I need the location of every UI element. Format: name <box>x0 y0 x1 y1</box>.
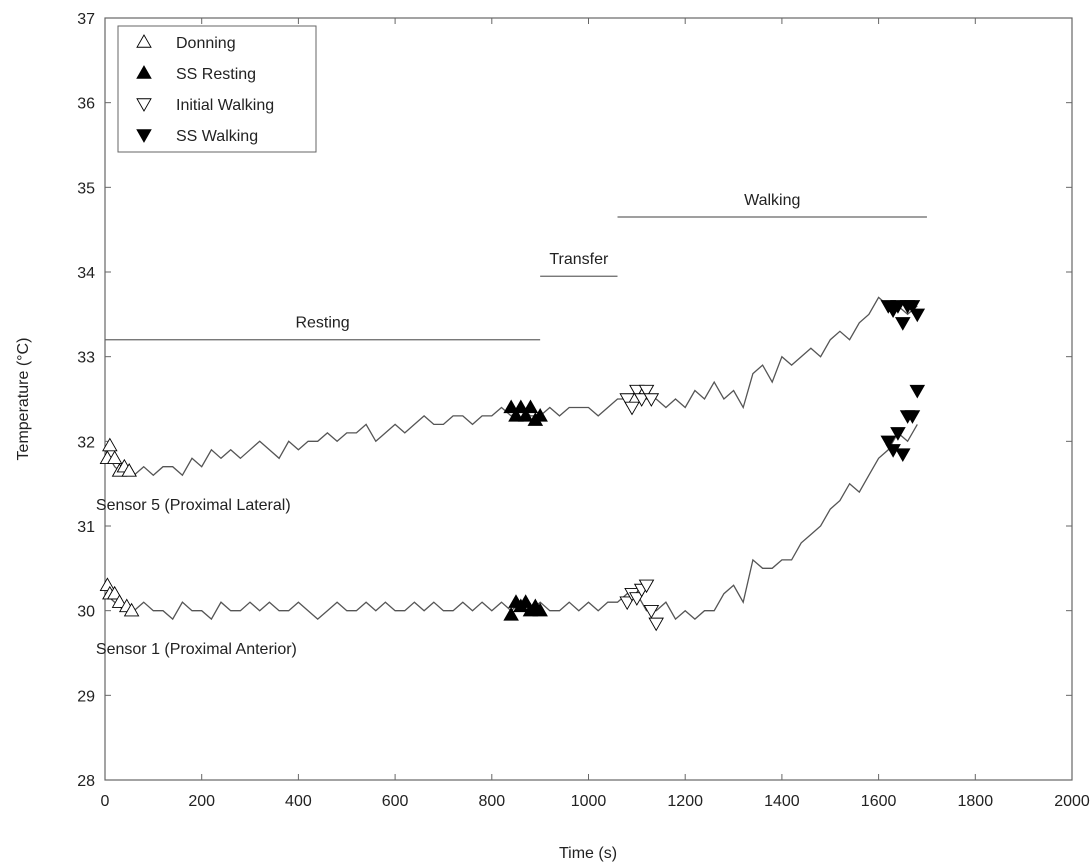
ss-resting-marker <box>517 594 534 608</box>
y-tick-label: 31 <box>77 519 95 536</box>
x-tick-label: 1200 <box>667 793 703 810</box>
x-tick-label: 200 <box>188 793 215 810</box>
ss-resting-marker <box>513 399 529 414</box>
x-axis-label: Time (s) <box>559 845 617 862</box>
ss-walking-marker <box>890 427 906 441</box>
legend-initial-walking-marker <box>136 98 152 112</box>
ss-resting-marker <box>503 606 519 621</box>
ss-walking-marker <box>909 308 926 323</box>
initial-walking-marker <box>638 384 655 399</box>
ss-resting-marker <box>503 399 519 414</box>
x-tick-label: 2000 <box>1054 793 1090 810</box>
initial-walking-marker <box>643 604 660 619</box>
donning-marker <box>123 602 140 617</box>
x-tick-label: 1000 <box>571 793 607 810</box>
x-tick-label: 1400 <box>764 793 800 810</box>
initial-walking-marker <box>629 592 645 606</box>
series-name-label: Sensor 5 (Proximal Lateral) <box>96 497 291 514</box>
ss-resting-marker <box>532 602 548 617</box>
initial-walking-marker <box>638 579 655 594</box>
ss-resting-marker <box>522 399 539 414</box>
ss-resting-marker <box>517 408 534 422</box>
initial-walking-marker <box>633 393 650 407</box>
ss-walking-marker <box>880 435 897 450</box>
ss-walking-marker <box>890 300 906 314</box>
y-tick-label: 37 <box>77 11 95 28</box>
y-tick-label: 29 <box>77 688 95 705</box>
y-tick-label: 28 <box>77 773 95 790</box>
initial-walking-marker <box>619 596 635 611</box>
legend-label: Initial Walking <box>176 97 274 114</box>
y-tick-label: 30 <box>77 604 95 621</box>
ss-walking-marker <box>894 448 911 462</box>
legend-ss-walking-marker <box>136 129 152 143</box>
y-tick-label: 32 <box>77 434 95 451</box>
x-tick-label: 600 <box>382 793 409 810</box>
series-labels: Sensor 5 (Proximal Lateral) Sensor 1 (Pro… <box>96 497 297 658</box>
series-line <box>104 296 918 477</box>
y-tick-label: 34 <box>77 265 95 282</box>
y-axis-label: Temperature (°C) <box>15 338 32 461</box>
ss-walking-marker <box>904 300 921 314</box>
phase-label: Walking <box>744 192 800 209</box>
x-axis: 0 200 400 600 800 1000 1200 1400 1600 1800 2000 <box>101 18 1090 810</box>
donning-marker <box>99 577 116 591</box>
donning-marker <box>121 463 137 477</box>
x-tick-label: 1800 <box>958 793 994 810</box>
y-axis: 28 29 30 31 32 33 34 35 36 37 <box>77 11 1072 790</box>
ss-walking-marker <box>909 384 926 399</box>
legend: Donning SS Resting Initial Walking SS Walki… <box>117 25 317 153</box>
legend-ss-resting-marker <box>136 65 152 79</box>
initial-walking-marker <box>624 401 640 416</box>
x-tick-label: 1600 <box>861 793 897 810</box>
initial-walking-marker <box>643 393 660 407</box>
x-tick-label: 400 <box>285 793 312 810</box>
series-name-label: Sensor 1 (Proximal Anterior) <box>96 641 297 658</box>
ss-walking-marker <box>894 317 911 331</box>
legend-donning-marker <box>136 34 152 48</box>
legend-label: SS Resting <box>176 66 256 83</box>
ss-walking-marker <box>904 410 921 424</box>
ss-resting-marker <box>532 408 548 422</box>
y-tick-label: 35 <box>77 180 95 197</box>
x-tick-label: 0 <box>101 793 110 810</box>
donning-marker <box>111 594 128 608</box>
x-tick-label: 800 <box>478 793 505 810</box>
series-lines <box>104 296 918 621</box>
donning-marker <box>106 450 123 464</box>
phase-label: Transfer <box>549 251 609 268</box>
legend-label: SS Walking <box>176 128 258 145</box>
phase-label: Resting <box>295 315 349 332</box>
donning-marker <box>106 585 123 600</box>
series-markers <box>99 300 926 632</box>
initial-walking-marker <box>648 617 664 632</box>
initial-walking-marker <box>619 393 635 407</box>
initial-walking-marker <box>629 384 645 399</box>
donning-marker <box>102 437 118 452</box>
legend-label: Donning <box>176 35 236 52</box>
ss-resting-marker <box>508 408 524 422</box>
phase-annotations: Resting Transfer Walking <box>105 192 927 341</box>
y-tick-label: 36 <box>77 96 95 113</box>
y-tick-label: 33 <box>77 350 95 367</box>
